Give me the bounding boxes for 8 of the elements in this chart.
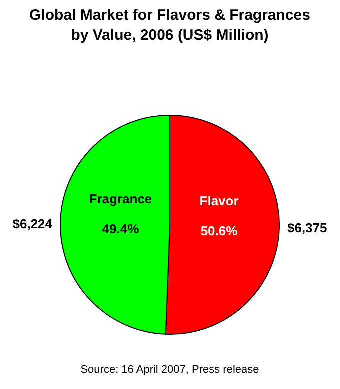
data-label: $6,375 — [287, 220, 328, 236]
source-note: Source: 16 April 2007, Press release — [80, 364, 260, 376]
chart-title: Global Market for Flavors & Fragrances by Value, 2006 (US$ Million) — [28, 6, 312, 46]
text: 49.4% — [102, 222, 140, 237]
data-label: $6,224 — [12, 216, 54, 232]
slice-label: Fragrance — [89, 192, 152, 207]
text: 50.6% — [200, 224, 238, 239]
slice-label: Flavor — [200, 194, 239, 209]
